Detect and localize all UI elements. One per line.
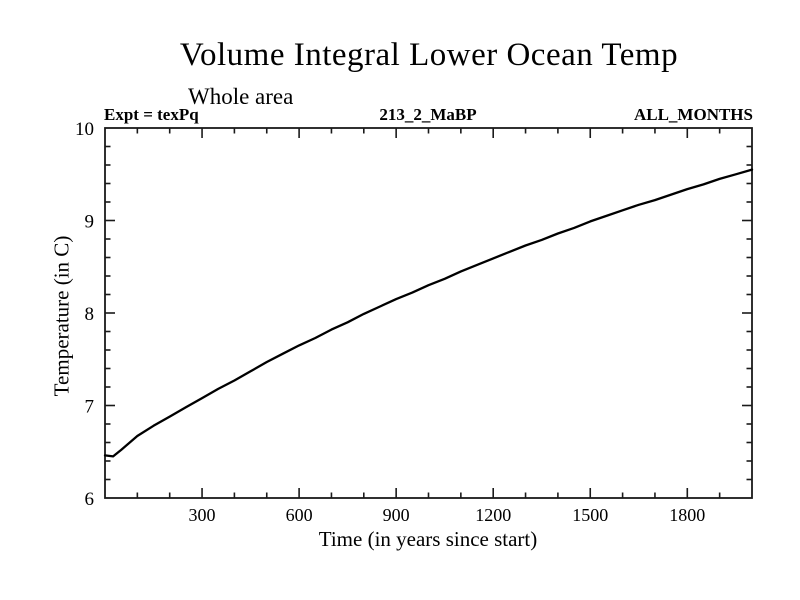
plot-frame	[104, 127, 753, 499]
temperature-curve	[103, 168, 754, 458]
chart-title: Volume Integral Lower Ocean Temp	[179, 37, 679, 73]
y-tick-label: 7	[85, 397, 95, 418]
y-tick-label: 9	[85, 212, 95, 233]
x-axis-title: Time (in years since start)	[318, 527, 538, 551]
x-tick-label: 300	[189, 505, 216, 525]
y-tick-label: 10	[75, 119, 94, 140]
x-tick-label: 900	[383, 505, 410, 525]
y-tick-label: 6	[85, 489, 95, 510]
chart-subtitle: Whole area	[188, 84, 294, 109]
y-tick-label: 8	[85, 304, 95, 325]
x-tick-label: 600	[286, 505, 313, 525]
x-tick-label: 1800	[669, 505, 705, 525]
months-label: ALL_MONTHS	[633, 105, 753, 124]
x-tick-label: 1200	[475, 505, 511, 525]
experiment-label: Expt = texPq	[104, 105, 199, 124]
x-tick-label: 1500	[572, 505, 608, 525]
dataset-label: 213_2_MaBP	[379, 105, 477, 124]
